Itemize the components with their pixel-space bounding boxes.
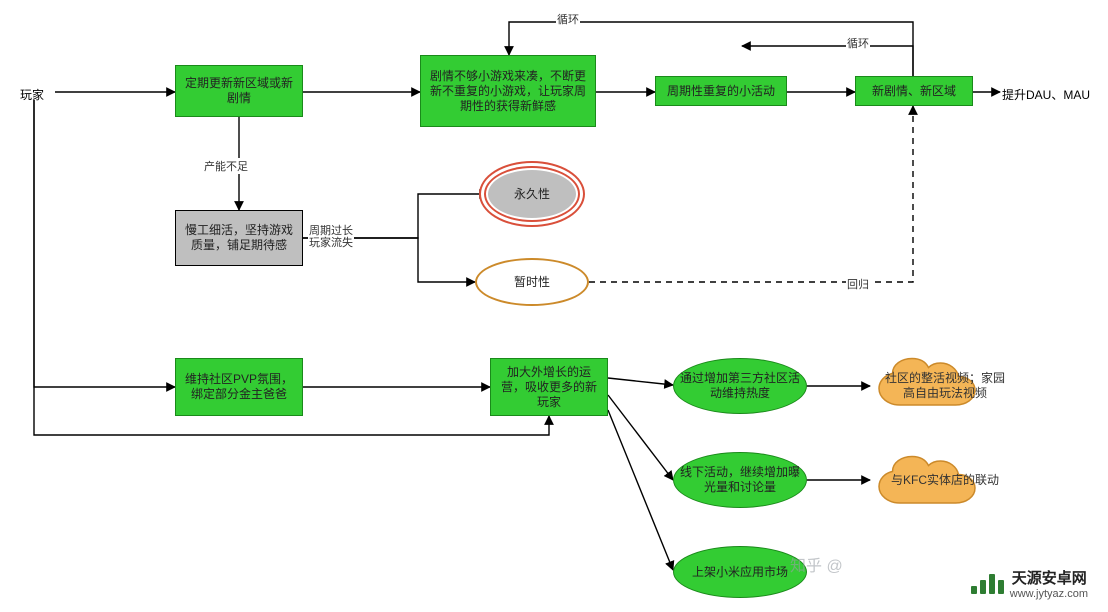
site-url: www.jytyaz.com (1010, 588, 1088, 600)
edge-e11 (34, 100, 175, 387)
site-logo-icon (971, 574, 1004, 594)
label-loop-2: 循环 (556, 11, 580, 27)
node-xiaomi: 上架小米应用市场 (673, 546, 807, 598)
node-minigames: 剧情不够小游戏来凑，不断更新不重复的小游戏，让玩家周期性的获得新鲜感 (420, 55, 596, 127)
node-cloud-videos: 社区的整活视频；家园高自由玩法视频 (870, 354, 1020, 418)
node-temporary: 暂时性 (475, 258, 589, 306)
site-badge: 天源安卓网 www.jytyaz.com (965, 563, 1098, 604)
label-loop-1: 循环 (846, 35, 870, 51)
label-capacity: 产能不足 (203, 158, 249, 174)
watermark-zhihu: 知乎 @ (790, 552, 843, 576)
label-cycle-loss: 周期过长玩家流失 (308, 225, 354, 249)
edge-e16 (608, 410, 673, 570)
edge-e5 (742, 46, 913, 76)
label-return: 回归 (846, 276, 870, 292)
node-pvp-community: 维持社区PVP氛围，绑定部分金主爸爸 (175, 358, 303, 416)
node-dau-mau: 提升DAU、MAU (1002, 86, 1090, 103)
node-new-story: 新剧情、新区域 (855, 76, 973, 106)
node-offline: 线下活动，继续增加曝光量和讨论量 (673, 452, 807, 508)
node-slow-quality: 慢工细活，坚持游戏质量，铺足期待感 (175, 210, 303, 266)
node-player: 玩家 (20, 86, 44, 103)
node-update-region: 定期更新新区域或新剧情 (175, 65, 303, 117)
node-cloud-kfc: 与KFC实体店的联动 (870, 452, 1020, 508)
edge-e14 (608, 378, 673, 385)
edge-e10 (589, 106, 913, 282)
edge-e15 (608, 395, 673, 480)
node-growth-ops: 加大外增长的运营，吸收更多的新玩家 (490, 358, 608, 416)
node-periodic-event: 周期性重复的小活动 (655, 76, 787, 106)
node-thirdparty: 通过增加第三方社区活动维持热度 (673, 358, 807, 414)
site-name: 天源安卓网 (1012, 567, 1088, 588)
node-permanent: 永久性 (488, 170, 576, 218)
